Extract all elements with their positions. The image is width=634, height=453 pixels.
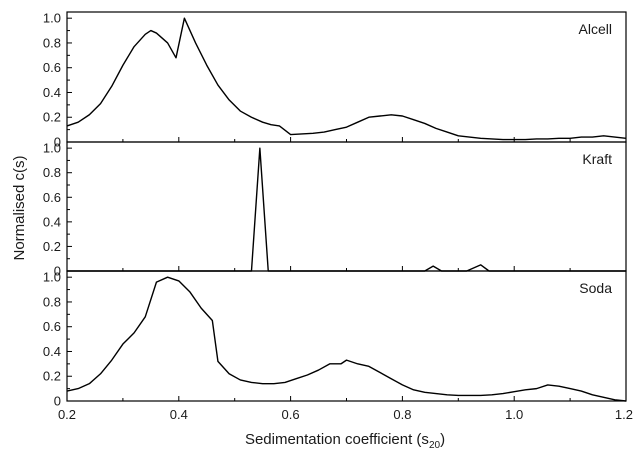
plot-area: 00.20.40.60.81.0Alcell00.20.40.60.81.0Kr…	[43, 11, 633, 422]
panel-frame	[66, 141, 627, 272]
y-tick-label: 0.4	[43, 344, 61, 359]
series-line-soda	[66, 276, 627, 402]
panel-label: Kraft	[582, 151, 612, 167]
panel-alcell: 0 0.2 0.4 0.6 0.8 1.0 Alcell	[43, 11, 627, 150]
y-tick-label: 0.8	[43, 294, 61, 309]
y-tick-label: 0.6	[43, 319, 61, 334]
series-line-kraft	[67, 147, 626, 272]
x-tick-label: 0.8	[393, 407, 411, 422]
series-line-alcell	[66, 17, 627, 141]
y-tick-label: 1.0	[43, 11, 61, 26]
y-tick-label: 0.4	[43, 214, 61, 229]
panel-frame	[66, 270, 627, 402]
panel-label: Alcell	[579, 21, 612, 37]
y-tick-label: 0.8	[43, 165, 61, 180]
y-tick-label: 0.4	[43, 85, 61, 100]
y-tick-label: 0.2	[43, 369, 61, 384]
y-tick-label: 0	[54, 135, 61, 150]
x-tick-label: 0.4	[170, 407, 188, 422]
x-axis-title: Sedimentation coefficient (s20)	[245, 431, 445, 451]
y-tick-label: 0	[54, 394, 61, 409]
x-tick-label: 0.6	[282, 407, 300, 422]
y-tick-label: 0.8	[43, 35, 61, 50]
x-tick-label: 0.2	[58, 407, 76, 422]
y-tick-label: 0.2	[43, 239, 61, 254]
y-tick-label: 0	[54, 264, 61, 279]
panel-label: Soda	[579, 280, 612, 296]
x-tick-label: 1.2	[615, 407, 633, 422]
panel-soda: 0 0.2 0.4 0.6 0.8 1.0 Soda	[43, 270, 627, 409]
y-tick-label: 0.6	[43, 190, 61, 205]
x-axis-title-close: )	[440, 431, 445, 448]
y-tick-label: 0.2	[43, 110, 61, 125]
panel-kraft: 0 0.2 0.4 0.6 0.8 1.0 Kraft	[43, 141, 627, 279]
x-axis-title-subscript: 20	[429, 440, 441, 451]
panel-frame	[66, 11, 627, 143]
y-tick-label: 1.0	[43, 141, 61, 156]
y-tick-label: 1.0	[43, 270, 61, 285]
y-tick-label: 0.6	[43, 60, 61, 75]
y-axis-title: Normalised c(s)	[11, 155, 28, 260]
x-axis-title-main: Sedimentation coefficient (s	[245, 431, 429, 448]
x-tick-label: 1.0	[505, 407, 523, 422]
